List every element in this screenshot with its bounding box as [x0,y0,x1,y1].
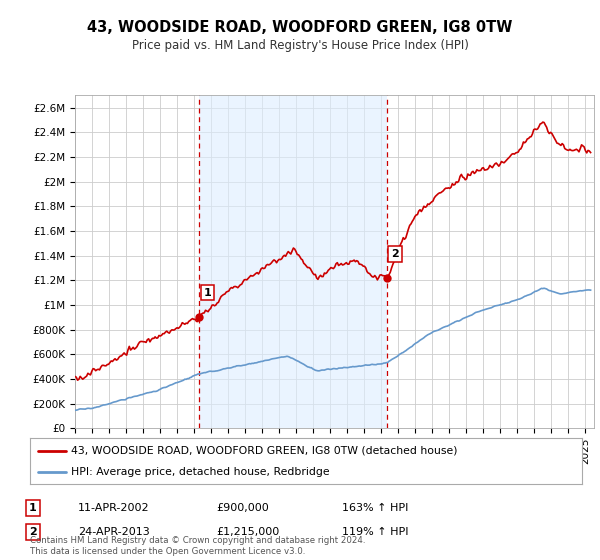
Text: Price paid vs. HM Land Registry's House Price Index (HPI): Price paid vs. HM Land Registry's House … [131,39,469,52]
Text: 43, WOODSIDE ROAD, WOODFORD GREEN, IG8 0TW: 43, WOODSIDE ROAD, WOODFORD GREEN, IG8 0… [88,20,512,35]
Text: 2: 2 [29,527,37,537]
Text: £900,000: £900,000 [216,503,269,513]
Text: 11-APR-2002: 11-APR-2002 [78,503,149,513]
Text: Contains HM Land Registry data © Crown copyright and database right 2024.
This d: Contains HM Land Registry data © Crown c… [30,536,365,556]
Text: 1: 1 [29,503,37,513]
Text: 24-APR-2013: 24-APR-2013 [78,527,150,537]
Text: 119% ↑ HPI: 119% ↑ HPI [342,527,409,537]
Bar [199,95,386,428]
Text: HPI: Average price, detached house, Redbridge: HPI: Average price, detached house, Redb… [71,467,330,477]
Text: 43, WOODSIDE ROAD, WOODFORD GREEN, IG8 0TW (detached house): 43, WOODSIDE ROAD, WOODFORD GREEN, IG8 0… [71,446,458,456]
Text: 163% ↑ HPI: 163% ↑ HPI [342,503,409,513]
Text: £1,215,000: £1,215,000 [216,527,279,537]
Text: 1: 1 [203,288,211,298]
Text: 2: 2 [391,249,399,259]
